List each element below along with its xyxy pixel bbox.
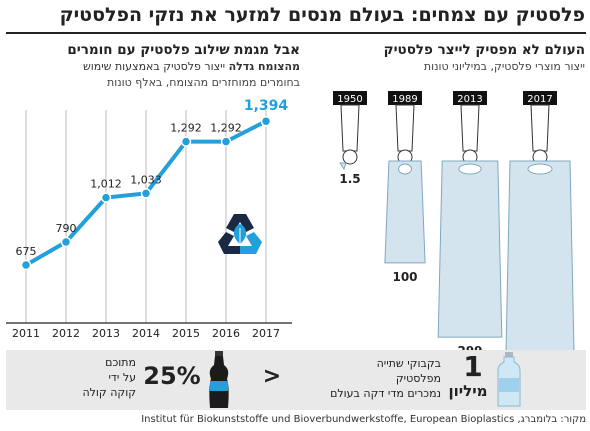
arm — [395, 104, 415, 152]
bag-1950: 1950 1.5 — [333, 91, 367, 186]
recycled-subtitle: בחומרים ממוחזרים מהצומח, באלף טונות — [107, 76, 300, 89]
data-point — [20, 259, 32, 271]
bag-body — [339, 162, 347, 171]
coke-text-line: מתוכם — [105, 356, 136, 369]
chart-tick-labels: 2011 2012 2013 2014 2015 2016 2017 — [12, 327, 280, 340]
x-tick-label: 2017 — [252, 327, 280, 340]
value-label: 790 — [56, 222, 77, 235]
x-tick-label: 2013 — [92, 327, 120, 340]
bottles-text-line: מפלסטיק — [395, 372, 441, 385]
bag-2013: 2013 299 — [437, 91, 503, 350]
production-bag-chart: 1950 1.5 1989 100 2013 299 2017348 — [333, 91, 575, 350]
value-label: 1.5 — [339, 172, 360, 186]
greater-than-sign: > — [262, 364, 282, 389]
bottle-facts-box: 1 מיליון בקבוקי שתייה מפלסטיק נמכרים מדי… — [6, 350, 586, 410]
data-point — [220, 136, 232, 147]
bottles-unit: מיליון — [448, 382, 488, 400]
value-label: 299 — [457, 344, 482, 350]
bottles-text-line: בקבוקי שתייה — [376, 357, 441, 370]
bottles-text: בקבוקי שתייה מפלסטיק נמכרים מדי דקה בעול… — [306, 356, 441, 401]
coke-percent: 25% — [143, 362, 201, 390]
arm — [530, 104, 550, 152]
value-label: 1,394 — [244, 98, 289, 114]
value-label: 100 — [392, 270, 417, 284]
bag-body — [437, 160, 503, 338]
coke-bottle-icon — [209, 351, 229, 408]
x-tick-label: 2011 — [12, 327, 40, 340]
recycled-title-bold: מהצומח גדלה — [228, 60, 300, 73]
x-tick-label: 2017 — [527, 94, 552, 105]
production-title: העולם לא מפסיק לייצר פלסטיק — [383, 42, 585, 58]
x-tick-label: 1989 — [392, 94, 417, 105]
year-tag — [333, 91, 367, 105]
bag-2017: 2017348 — [505, 91, 575, 350]
bag-handle-hole — [458, 163, 482, 175]
x-tick-label: 1950 — [337, 94, 362, 105]
x-tick-label: 2012 — [52, 327, 80, 340]
value-label: 1,012 — [90, 178, 122, 191]
x-tick-label: 2015 — [172, 327, 200, 340]
bag-handle-hole — [527, 163, 553, 175]
x-tick-label: 2014 — [132, 327, 160, 340]
source-note: מקור: בלומברג, Institut für Biokunststof… — [141, 414, 586, 425]
bag-handle-hole — [398, 163, 412, 175]
data-point — [260, 115, 272, 127]
data-point — [60, 236, 72, 248]
hand — [342, 149, 358, 165]
arm — [460, 104, 480, 152]
bag-body — [505, 160, 575, 350]
data-point — [140, 188, 152, 199]
data-point — [100, 192, 112, 203]
chart-points — [20, 115, 272, 271]
water-bottle-icon — [497, 352, 521, 407]
coke-text-line: על ידי — [108, 371, 136, 384]
bottles-big-number: 1 — [463, 350, 483, 383]
x-tick-label: 2013 — [457, 94, 482, 105]
header-rule — [6, 32, 586, 34]
year-tag — [453, 91, 487, 105]
bag-marks: 1950 1.5 1989 100 2013 299 2017348 — [333, 91, 575, 350]
recycled-title: אבל מגמת שילוב פלסטיק עם חומרים — [67, 42, 300, 58]
value-label: 675 — [16, 245, 37, 258]
year-tag — [523, 91, 557, 105]
production-subtitle: ייצור מוצרי פלסטיק, במיליוני טונות — [423, 60, 585, 73]
coke-text: מתוכם על ידי קוקה קולה — [46, 355, 136, 400]
coke-text-line: קוקה קולה — [82, 386, 136, 399]
year-tag — [388, 91, 422, 105]
bag-1989: 1989 100 — [384, 91, 426, 284]
recycle-leaf-icon — [218, 214, 262, 254]
value-label: 1,292 — [210, 122, 242, 135]
bottles-text-line: נמכרים מדי דקה בעולם — [330, 387, 441, 400]
value-label: 1,033 — [130, 173, 162, 186]
recycled-title-rest: ייצור פלסטיק באמצעות שימוש — [82, 60, 229, 73]
x-tick-label: 2016 — [212, 327, 240, 340]
recycled-title-line2: מהצומח גדלה ייצור פלסטיק באמצעות שימוש — [6, 60, 300, 73]
arm — [340, 104, 360, 152]
value-label: 1,292 — [170, 122, 202, 135]
bag-body — [384, 160, 426, 264]
data-point — [180, 136, 192, 147]
headline: פלסטיק עם צמחים: בעולם מנסים למזער את נז… — [59, 4, 585, 26]
